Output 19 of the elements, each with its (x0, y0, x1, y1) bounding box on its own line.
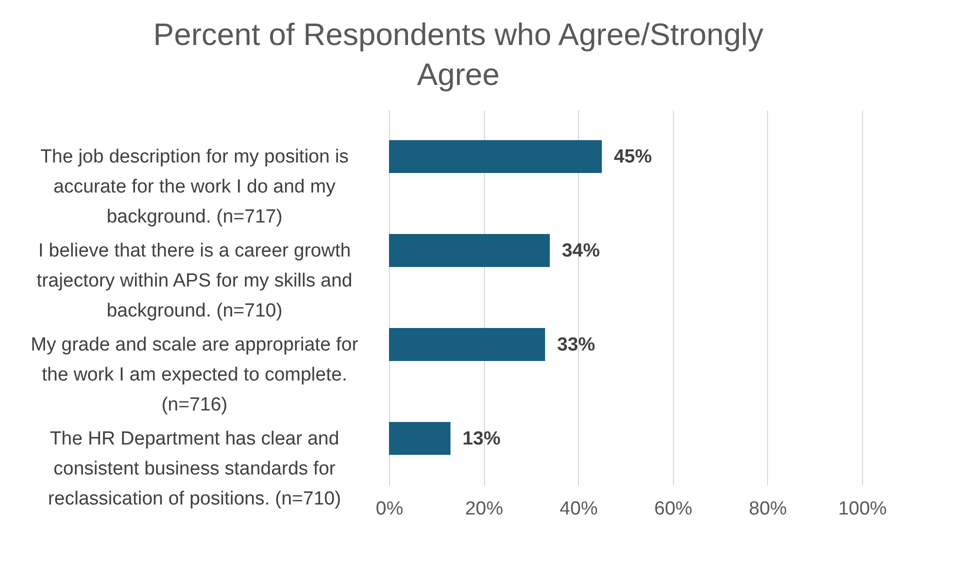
y-tick-label: The job description for my position is accurate for the work I do and my background. (n=717) (40, 146, 349, 228)
data-label: 34% (562, 240, 600, 262)
bar (389, 140, 602, 173)
x-tick-label: 0% (376, 498, 404, 520)
bar (389, 234, 550, 267)
x-tick-label: 40% (560, 498, 598, 520)
x-tick-label: 80% (748, 498, 788, 520)
data-label: 45% (614, 146, 652, 168)
x-tick-label: 60% (654, 498, 692, 520)
bar (389, 422, 450, 455)
y-tick-label: The HR Department has clear and consistent business standards for reclassication of positions. (n=710) (48, 428, 342, 510)
x-tick-label: 20% (465, 498, 504, 520)
chart-title: Percent of Respondents who Agree/Strongly Agree (153, 17, 764, 92)
x-tick-label: 100% (838, 498, 887, 520)
y-tick-label: I believe that there is a career growth trajectory within APS for my skills and background. (n=710) (36, 240, 352, 322)
bar (389, 328, 546, 361)
y-tick-label: My grade and scale are appropriate for the work I am expected to complete. (n=716) (30, 334, 359, 416)
data-label: 13% (462, 428, 501, 450)
data-label: 33% (557, 334, 596, 356)
